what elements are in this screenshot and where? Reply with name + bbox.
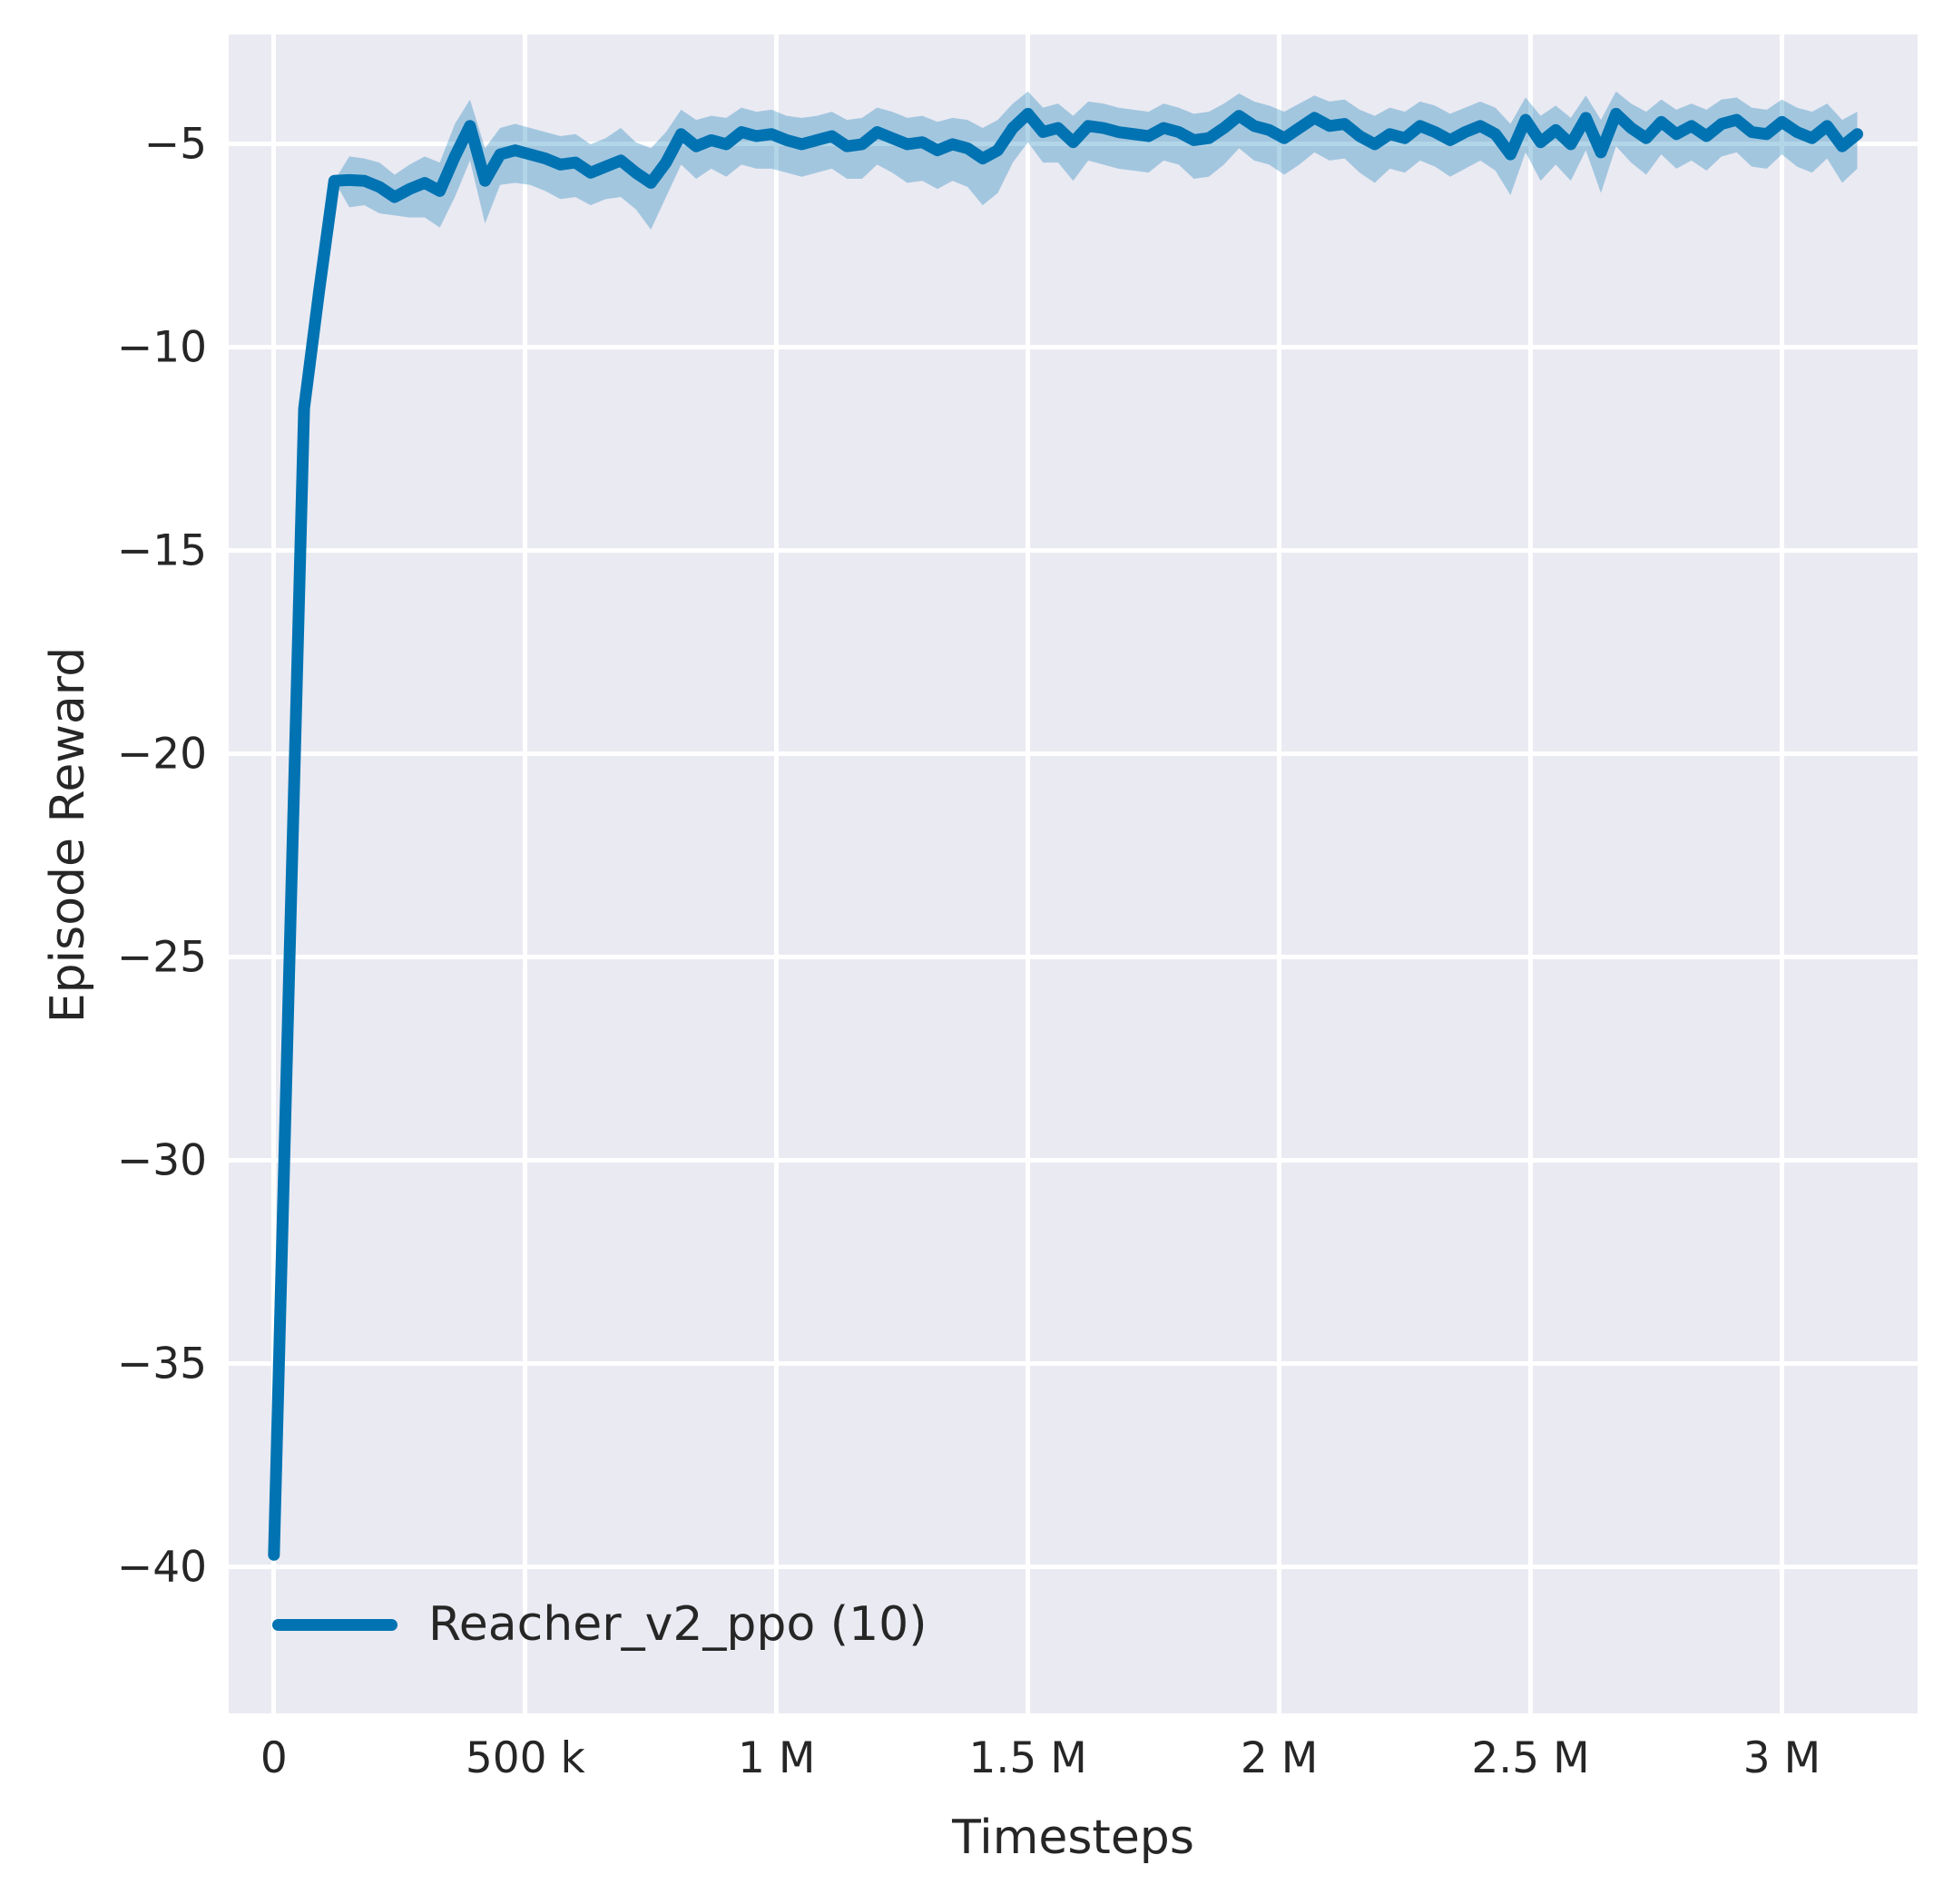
x-tick-label: 1.5 M	[968, 1733, 1087, 1783]
x-tick-label: 2.5 M	[1471, 1733, 1590, 1783]
x-tick-label: 500 k	[465, 1733, 585, 1783]
data-layer	[268, 91, 1864, 1561]
y-axis-title: Episode Reward	[41, 646, 95, 1024]
series-line	[268, 107, 1864, 1561]
y-tick-label: −10	[116, 322, 207, 373]
y-tick-label: −35	[116, 1339, 207, 1389]
x-axis-title: Timesteps	[952, 1811, 1194, 1865]
confidence-band	[273, 91, 1858, 1556]
y-tick-label: −25	[116, 932, 207, 983]
x-tick-label: 3 M	[1742, 1733, 1821, 1783]
y-tick-label: −40	[116, 1542, 207, 1593]
x-tick-label: 2 M	[1240, 1733, 1319, 1783]
y-tick-label: −20	[116, 729, 207, 780]
x-tick-label: 1 M	[738, 1733, 816, 1783]
y-tick-label: −15	[116, 525, 207, 576]
x-tick-label: 0	[260, 1733, 288, 1783]
y-tick-label: −5	[143, 119, 207, 170]
plot-area	[229, 34, 1918, 1713]
y-axis-tick-labels: −5 −10 −15 −20 −25 −30 −35 −40	[0, 34, 207, 1713]
legend-label: Reacher_v2_ppo (10)	[428, 1597, 927, 1652]
legend-line-swatch	[272, 1618, 397, 1631]
y-tick-label: −30	[116, 1135, 207, 1186]
legend: Reacher_v2_ppo (10)	[272, 1597, 927, 1652]
x-axis-tick-labels: 0 500 k 1 M 1.5 M 2 M 2.5 M 3 M	[229, 1733, 1918, 1797]
